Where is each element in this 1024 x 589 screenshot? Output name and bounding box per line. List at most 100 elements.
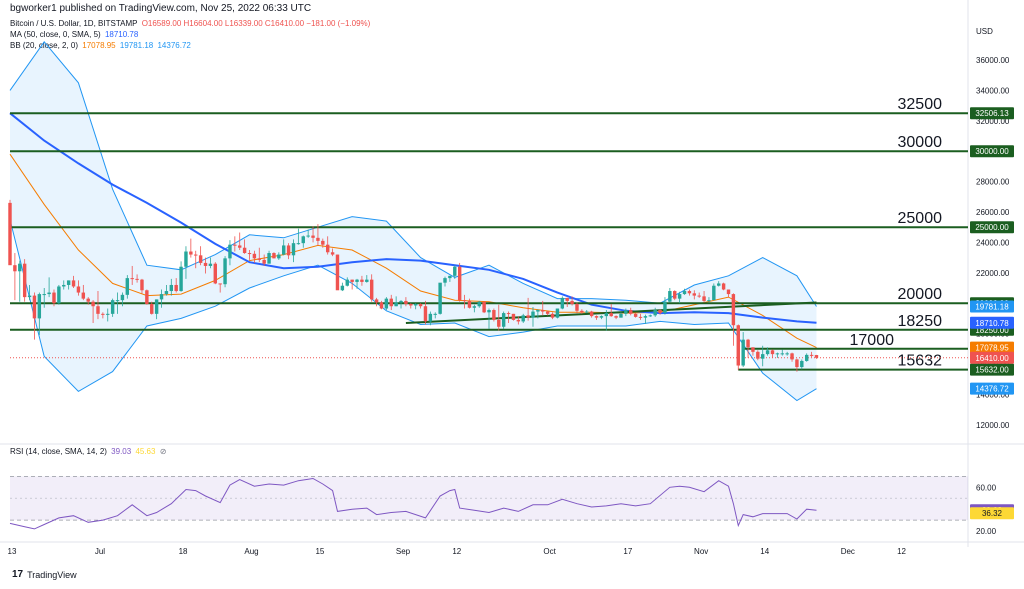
candle-body [130,278,134,280]
level-badge: 32506.13 [975,109,1009,118]
x-tick-label: 18 [179,547,188,556]
candle-body [306,235,310,237]
candle-body [707,300,711,302]
legend-ma-row: MA (50, close, 0, SMA, 5) 18710.78 [10,30,140,39]
y-tick-label: 34000.00 [976,86,1010,95]
candle-body [291,243,296,256]
legend-rsi-row: RSI (14, close, SMA, 14, 2) 39.03 45.63 … [10,447,168,456]
x-tick-label: 12 [452,547,461,556]
legend-symbol[interactable]: Bitcoin / U.S. Dollar, 1D, BITSTAMP [10,19,138,28]
candle-body [91,301,95,307]
candle-body [501,313,506,327]
candle-body [374,299,379,303]
candle-body [633,313,638,317]
candle-body [453,266,457,276]
price-badge-bg [970,341,1014,354]
candle-body [164,291,169,295]
candle-body [409,303,413,306]
candle-body [638,316,643,318]
candle-body [741,339,745,366]
tradingview-logo[interactable]: 17 [12,569,24,580]
candle-body [282,245,286,255]
tradingview-brand[interactable]: TradingView [27,569,77,580]
candle-body [228,244,232,259]
candle-body [619,313,623,318]
candle-body [609,313,613,317]
candle-body [497,319,501,327]
candle-body [81,292,86,299]
candle-body [301,236,305,244]
candle-body [795,359,799,368]
candle-body [721,283,726,290]
candle-body [404,300,408,304]
candle-body [32,295,37,319]
candle-body [125,278,130,295]
bb-band-fill [10,41,817,401]
bb-lower-line [9,219,817,402]
x-tick-label: Dec [841,547,855,556]
candle-body [101,313,105,315]
y-tick-label: 26000.00 [976,208,1010,217]
candle-body [648,315,653,317]
legend-rsi-label[interactable]: RSI (14, close, SMA, 14, 2) [10,447,107,456]
candle-body [62,284,66,287]
candle-body [8,202,12,266]
candle-body [159,294,164,300]
legend-settings-icon[interactable]: ⊘ [159,447,167,456]
candle-body [184,251,188,267]
candle-body [252,253,257,259]
candle-body [360,279,364,282]
candle-body [296,243,301,245]
candle-body [365,279,369,282]
level-badge: 18250.00 [975,326,1009,335]
candle-body [585,311,589,313]
candle-body [413,303,418,306]
candle-body [443,278,447,283]
candle-body [575,303,579,311]
candle-body [257,258,261,260]
candle-body [726,289,731,295]
candle-body [761,354,765,359]
level-badge-bg [970,145,1014,158]
candle-body [462,300,467,302]
candle-body [57,286,61,304]
candle-body [731,294,736,326]
candle-body [643,316,648,318]
rsi-badge-bg [970,507,1014,520]
level-badge: 30000.00 [975,147,1009,156]
candle-body [457,266,462,301]
legend-bb-label[interactable]: BB (20, close, 2, 0) [10,41,78,50]
candle-body [804,354,809,361]
candle-body [428,313,433,322]
candle-body [712,285,716,301]
candle-body [511,313,516,320]
candle-body [814,355,819,358]
candle-body [506,313,511,315]
candle-body [658,310,662,314]
rsi-badge: 36.32 [982,509,1003,518]
y-tick-label: 12000.00 [976,421,1010,430]
candle-body [76,286,81,293]
publisher-header: bgworker1 published on TradingView.com, … [10,3,312,14]
candle-body [189,251,193,255]
candle-body [355,279,359,282]
candle-body [687,291,692,294]
candle-body [325,244,330,253]
candle-body [394,302,398,307]
candle-body [311,235,315,238]
x-tick-label: 13 [8,547,17,556]
level-label: 32500 [898,96,943,113]
legend-ma-value: 18710.78 [104,30,139,39]
legend-symbol-row: Bitcoin / U.S. Dollar, 1D, BITSTAMP O165… [10,19,372,28]
candle-body [692,293,696,296]
legend-ma-label[interactable]: MA (50, close, 0, SMA, 5) [10,30,101,39]
candle-body [545,311,550,314]
candle-body [194,254,198,256]
candle-body [52,292,56,304]
legend-bb-upper: 19781.18 [119,41,154,50]
candle-body [286,245,291,256]
price-badge-bg [970,351,1014,364]
candle-body [677,294,682,299]
candle-body [321,240,325,245]
